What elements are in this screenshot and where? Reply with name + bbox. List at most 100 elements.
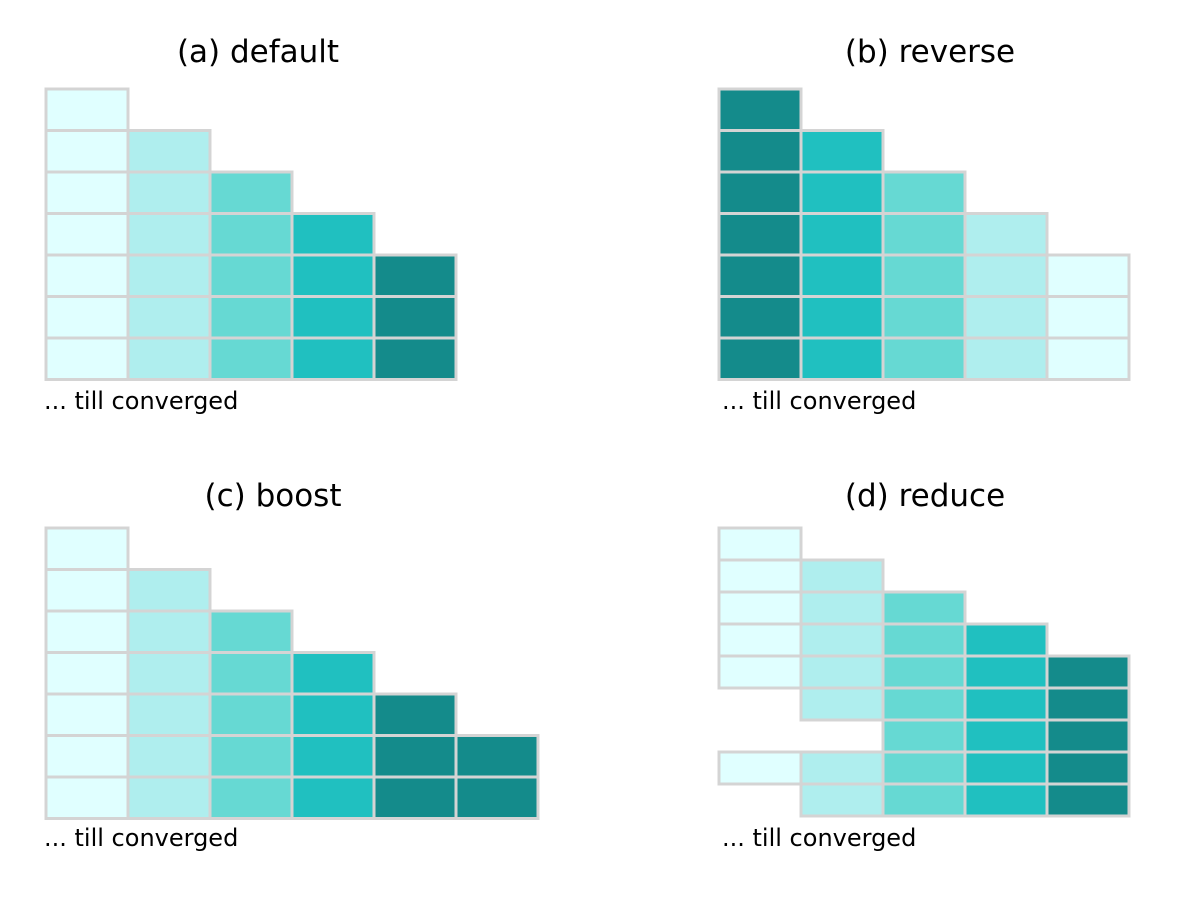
cell-b-c2-r2 <box>881 170 967 215</box>
cell-b-c3-r5 <box>963 295 1049 340</box>
cell-c-c1-r1 <box>126 568 212 613</box>
cell-d-c0-r0 <box>717 526 803 562</box>
cell-d-c0-r1 <box>717 558 803 594</box>
panel-title-reverse: (b) reverse <box>845 34 1015 70</box>
cell-b-c0-r1 <box>717 129 803 174</box>
cell-d-c1-r1 <box>799 558 885 594</box>
cell-c-c0-r1 <box>44 568 130 613</box>
grid-default <box>44 87 458 381</box>
cell-a-c2-r6 <box>208 336 294 381</box>
cell-b-c3-r3 <box>963 212 1049 257</box>
cell-d-c2-r2 <box>881 590 967 626</box>
cell-d-c2-r7 <box>881 750 967 786</box>
cell-a-c4-r5 <box>372 295 458 340</box>
panel-title-boost: (c) boost <box>204 478 341 514</box>
cell-c-c5-r6 <box>454 775 540 820</box>
cell-c-c1-r4 <box>126 692 212 737</box>
cell-b-c1-r2 <box>799 170 885 215</box>
cell-a-c4-r4 <box>372 253 458 298</box>
grid-reduce <box>717 526 1131 818</box>
cell-b-c4-r4 <box>1045 253 1131 298</box>
cell-b-c1-r6 <box>799 336 885 381</box>
grid-reverse <box>717 87 1131 381</box>
cell-b-c0-r5 <box>717 295 803 340</box>
cell-d-c2-r5 <box>881 686 967 722</box>
cell-b-c0-r2 <box>717 170 803 215</box>
cell-a-c1-r3 <box>126 212 212 257</box>
cell-d-c1-r5 <box>799 686 885 722</box>
cell-c-c2-r2 <box>208 609 294 654</box>
panel-boost: (c) boost ... till converged <box>44 478 540 852</box>
cell-a-c1-r4 <box>126 253 212 298</box>
cell-a-c2-r2 <box>208 170 294 215</box>
grid-boost <box>44 526 540 820</box>
cell-d-c2-r4 <box>881 654 967 690</box>
cell-a-c0-r4 <box>44 253 130 298</box>
cell-b-c0-r0 <box>717 87 803 132</box>
cell-b-c2-r6 <box>881 336 967 381</box>
cell-b-c1-r4 <box>799 253 885 298</box>
cell-b-c2-r3 <box>881 212 967 257</box>
cell-a-c3-r5 <box>290 295 376 340</box>
footer-boost: ... till converged <box>44 824 238 852</box>
cell-d-c4-r5 <box>1045 686 1131 722</box>
cell-b-c3-r4 <box>963 253 1049 298</box>
cell-b-c1-r5 <box>799 295 885 340</box>
cell-d-c1-r2 <box>799 590 885 626</box>
cell-b-c1-r1 <box>799 129 885 174</box>
cell-c-c0-r4 <box>44 692 130 737</box>
cell-d-c3-r5 <box>963 686 1049 722</box>
cell-d-c1-r8 <box>799 782 885 818</box>
cell-c-c4-r4 <box>372 692 458 737</box>
panel-default: (a) default ... till converged <box>44 34 458 415</box>
cell-d-c0-r3 <box>717 622 803 658</box>
cell-c-c3-r3 <box>290 651 376 696</box>
cell-d-c4-r4 <box>1045 654 1131 690</box>
cell-c-c3-r4 <box>290 692 376 737</box>
cell-a-c0-r0 <box>44 87 130 132</box>
cell-b-c0-r6 <box>717 336 803 381</box>
cell-a-c2-r5 <box>208 295 294 340</box>
cell-a-c3-r3 <box>290 212 376 257</box>
footer-reverse: ... till converged <box>722 387 916 415</box>
cell-b-c2-r4 <box>881 253 967 298</box>
cell-a-c3-r6 <box>290 336 376 381</box>
cell-c-c1-r5 <box>126 734 212 779</box>
cell-b-c0-r3 <box>717 212 803 257</box>
cell-a-c4-r6 <box>372 336 458 381</box>
cell-a-c2-r4 <box>208 253 294 298</box>
cell-b-c4-r6 <box>1045 336 1131 381</box>
cell-a-c1-r2 <box>126 170 212 215</box>
cell-d-c0-r4 <box>717 654 803 690</box>
cell-b-c4-r5 <box>1045 295 1131 340</box>
cell-a-c0-r6 <box>44 336 130 381</box>
cell-c-c0-r3 <box>44 651 130 696</box>
cell-d-c4-r8 <box>1045 782 1131 818</box>
cell-d-c0-r7 <box>717 750 803 786</box>
cell-c-c0-r0 <box>44 526 130 571</box>
panel-reduce: (d) reduce ... till converged <box>717 478 1131 852</box>
cell-c-c1-r3 <box>126 651 212 696</box>
cell-d-c3-r6 <box>963 718 1049 754</box>
cell-d-c2-r8 <box>881 782 967 818</box>
cell-b-c0-r4 <box>717 253 803 298</box>
cell-c-c3-r5 <box>290 734 376 779</box>
panel-title-default: (a) default <box>177 34 339 70</box>
cell-d-c0-r2 <box>717 590 803 626</box>
cell-c-c3-r6 <box>290 775 376 820</box>
cell-a-c0-r3 <box>44 212 130 257</box>
cell-b-c2-r5 <box>881 295 967 340</box>
cell-c-c0-r2 <box>44 609 130 654</box>
cell-c-c2-r3 <box>208 651 294 696</box>
cell-d-c2-r3 <box>881 622 967 658</box>
cell-c-c1-r6 <box>126 775 212 820</box>
cell-d-c3-r3 <box>963 622 1049 658</box>
cell-d-c1-r3 <box>799 622 885 658</box>
cell-c-c2-r6 <box>208 775 294 820</box>
cell-a-c0-r5 <box>44 295 130 340</box>
cell-d-c2-r6 <box>881 718 967 754</box>
cell-d-c1-r4 <box>799 654 885 690</box>
cell-a-c1-r6 <box>126 336 212 381</box>
panel-reverse: (b) reverse ... till converged <box>717 34 1131 415</box>
